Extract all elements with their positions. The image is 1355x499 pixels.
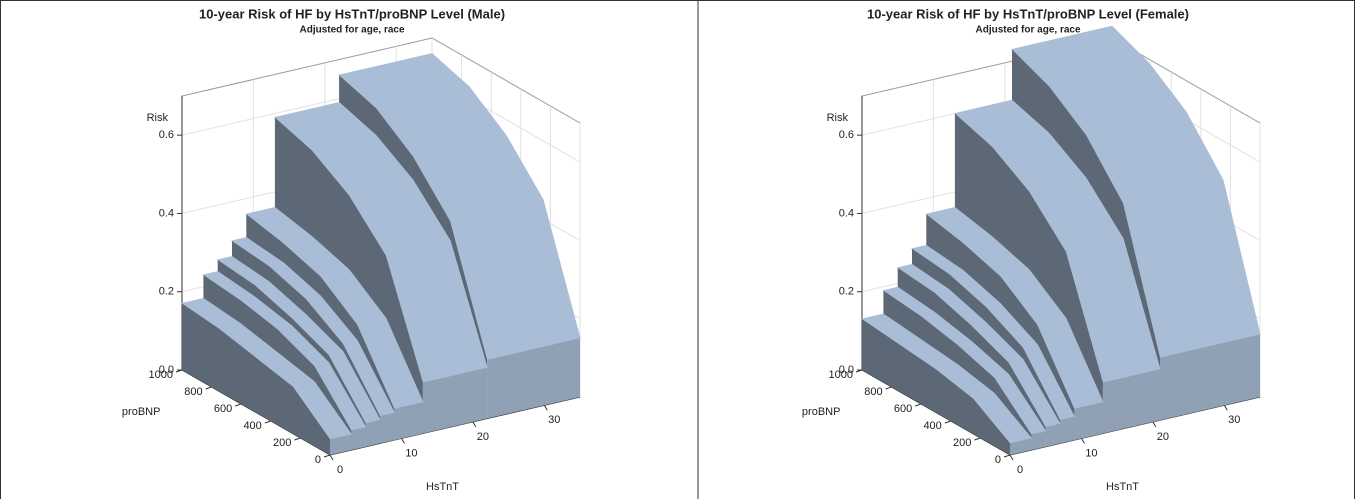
z-tick-label: 0.0 bbox=[839, 364, 854, 376]
surface-front-face bbox=[330, 434, 352, 455]
y-tick bbox=[855, 369, 863, 373]
surface-front-face bbox=[351, 427, 366, 450]
surface-top bbox=[245, 206, 424, 410]
y-tick-label: 600 bbox=[894, 403, 912, 415]
x-tick-label: 30 bbox=[1228, 414, 1240, 426]
y-tick bbox=[264, 420, 271, 424]
surface-front-face bbox=[1074, 402, 1103, 441]
x-tick-label: 0 bbox=[1017, 464, 1023, 476]
surface-front-face bbox=[1102, 369, 1160, 434]
surface-step-face bbox=[862, 319, 1010, 455]
x-tick bbox=[1152, 421, 1157, 428]
y-axis-label: proBNP bbox=[122, 406, 161, 418]
surface-front-face bbox=[1031, 431, 1046, 450]
y-tick-label: 800 bbox=[864, 386, 882, 398]
surface-front-face bbox=[394, 402, 423, 441]
surface-step-face bbox=[182, 303, 330, 455]
y-tick bbox=[235, 403, 242, 407]
surface-front-face bbox=[422, 367, 488, 434]
chart-title: 10-year Risk of HF by HsTnT/proBNP Level… bbox=[867, 6, 1189, 21]
surface-front-face bbox=[380, 412, 395, 444]
z-tick-label: 0.4 bbox=[839, 207, 854, 219]
y-tick-label: 200 bbox=[273, 437, 291, 449]
y-axis-label: proBNP bbox=[802, 406, 841, 418]
x-tick-label: 20 bbox=[1157, 431, 1169, 443]
x-tick bbox=[1223, 405, 1228, 411]
surface-top bbox=[230, 237, 396, 417]
x-tick-label: 0 bbox=[337, 464, 343, 476]
y-tick-label: 400 bbox=[923, 420, 941, 432]
y-tick-label: 800 bbox=[184, 386, 202, 398]
chart-title: 10-year Risk of HF by HsTnT/proBNP Level… bbox=[199, 6, 505, 21]
y-tick bbox=[294, 437, 301, 441]
z-tick-label: 0.2 bbox=[159, 286, 174, 298]
y-tick-label: 200 bbox=[953, 437, 971, 449]
z-tick-label: 0.2 bbox=[839, 286, 854, 298]
x-tick bbox=[400, 438, 405, 444]
y-tick bbox=[323, 454, 331, 458]
chart-subtitle: Adjusted for age, race bbox=[975, 25, 1080, 36]
y-tick-label: 400 bbox=[243, 420, 261, 432]
surface-front-face bbox=[487, 338, 580, 419]
surface-front-face bbox=[1060, 416, 1075, 444]
z-tick-label: 0.0 bbox=[159, 364, 174, 376]
y-tick-label: 0 bbox=[315, 454, 321, 466]
y-tick-label: 0 bbox=[995, 454, 1001, 466]
x-tick bbox=[329, 454, 334, 461]
y-tick bbox=[885, 386, 892, 390]
y-tick bbox=[915, 403, 922, 407]
z-tick-label: 0.6 bbox=[839, 129, 854, 141]
x-axis-label: HsTnT bbox=[1106, 481, 1139, 493]
surface-front-face bbox=[1010, 438, 1032, 455]
x-tick bbox=[1080, 438, 1085, 444]
surface-top bbox=[180, 297, 353, 440]
surface-front-face bbox=[1045, 423, 1060, 447]
chart-subtitle: Adjusted for age, race bbox=[299, 25, 404, 36]
surface-top bbox=[273, 102, 488, 384]
z-tick-label: 0.6 bbox=[159, 129, 174, 141]
x-tick-label: 20 bbox=[477, 431, 489, 443]
surface-front-face bbox=[1160, 334, 1260, 421]
y-tick bbox=[205, 386, 212, 390]
x-tick-label: 10 bbox=[405, 447, 417, 459]
y-tick-label: 600 bbox=[214, 403, 232, 415]
surface-top bbox=[202, 271, 367, 432]
surface-top bbox=[953, 99, 1161, 384]
y-tick-label: 1000 bbox=[149, 369, 173, 381]
surface-top bbox=[216, 256, 381, 424]
surface-front-face bbox=[365, 419, 380, 447]
z-axis-label: Risk bbox=[827, 112, 849, 124]
z-tick-label: 0.4 bbox=[159, 207, 174, 219]
x-tick-label: 30 bbox=[548, 414, 560, 426]
y-tick bbox=[944, 420, 951, 424]
x-tick bbox=[1009, 454, 1014, 461]
x-tick bbox=[543, 405, 548, 411]
surface-top bbox=[925, 206, 1104, 410]
y-tick bbox=[175, 369, 183, 373]
y-tick-label: 1000 bbox=[829, 369, 853, 381]
x-tick bbox=[472, 421, 477, 428]
x-axis-label: HsTnT bbox=[426, 481, 459, 493]
y-tick bbox=[1003, 454, 1011, 458]
surface-top bbox=[338, 53, 581, 361]
z-axis-label: Risk bbox=[147, 112, 169, 124]
x-tick-label: 10 bbox=[1085, 447, 1097, 459]
y-tick bbox=[974, 437, 981, 441]
surface-top bbox=[1011, 25, 1261, 359]
